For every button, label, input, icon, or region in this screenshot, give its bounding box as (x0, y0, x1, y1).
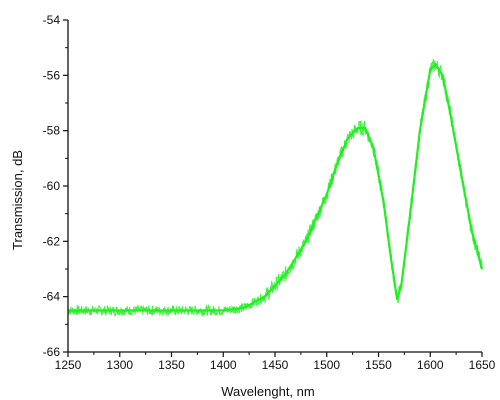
x-tick-label-1250: 1250 (55, 358, 82, 372)
data-point (145, 309, 147, 312)
y-tick-label--66: -66 (43, 345, 61, 359)
data-point (119, 309, 121, 312)
y-tick-label--60: -60 (43, 179, 61, 193)
x-tick-label-1400: 1400 (210, 358, 237, 372)
x-tick-label-1600: 1600 (417, 358, 444, 372)
data-point (390, 257, 392, 259)
data-point (326, 193, 328, 195)
data-point (429, 69, 431, 71)
data-point (93, 309, 95, 312)
data-point (222, 309, 224, 312)
data-point (481, 268, 483, 270)
series-layer (67, 58, 484, 318)
data-point (442, 74, 444, 76)
data-point (170, 309, 173, 312)
data-point (400, 285, 402, 287)
data-point (364, 127, 366, 129)
data-point (357, 127, 359, 129)
x-tick-label-1550: 1550 (365, 358, 392, 372)
data-point (243, 307, 245, 309)
data-point (372, 146, 374, 148)
x-tick-label-1650: 1650 (469, 358, 496, 372)
x-tick-label-1450: 1450 (262, 358, 289, 372)
data-point (408, 218, 411, 220)
data-point (196, 309, 198, 312)
data-point (264, 296, 266, 298)
data-point (336, 163, 338, 165)
axes-layer (67, 20, 482, 353)
y-tick-label--54: -54 (43, 13, 61, 27)
data-point (396, 298, 398, 301)
series-line (68, 62, 484, 312)
x-tick-label-1500: 1500 (313, 358, 340, 372)
y-tick-label--58: -58 (43, 124, 61, 138)
data-point (460, 174, 462, 176)
x-tick-label-1300: 1300 (106, 358, 133, 372)
data-point (450, 116, 452, 118)
series-noise-trace (67, 58, 483, 318)
y-tick-label--64: -64 (43, 290, 61, 304)
data-point (346, 138, 349, 140)
y-tick-label--56: -56 (43, 68, 61, 82)
data-point (305, 240, 307, 242)
data-point (383, 202, 385, 204)
data-point (471, 229, 473, 231)
data-point (419, 130, 421, 132)
x-tick-label-1350: 1350 (158, 358, 185, 372)
y-tick-label--62: -62 (43, 234, 61, 248)
ticks-layer: 1250 1300 1350 1400 1450 1500 1550 1600 1650 -66 -… (43, 13, 496, 372)
data-point (284, 273, 286, 276)
x-axis-title: Wavelenght, nm (221, 384, 314, 399)
y-axis-title: Transmission, dB (10, 150, 25, 250)
data-point (434, 63, 437, 65)
